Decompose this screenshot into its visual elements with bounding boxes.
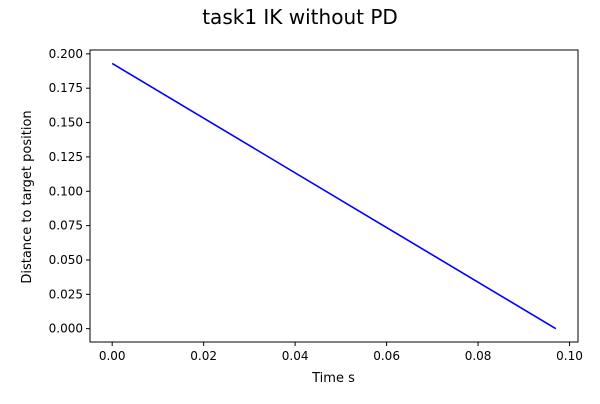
x-tick-label: 0.02 bbox=[190, 349, 217, 363]
y-tick-label: 0.075 bbox=[49, 219, 83, 233]
y-axis-label: Distance to target position bbox=[20, 110, 35, 283]
x-tick-label: 0.06 bbox=[373, 349, 400, 363]
y-tick-label: 0.175 bbox=[49, 81, 83, 95]
x-axis-label: Time s bbox=[311, 371, 355, 386]
series-layer bbox=[111, 62, 557, 330]
y-tick-label: 0.200 bbox=[49, 47, 83, 61]
x-tick-label: 0.08 bbox=[465, 349, 492, 363]
x-tick-label: 0.00 bbox=[99, 349, 126, 363]
y-tick-label: 0.100 bbox=[49, 184, 83, 198]
x-axis: 0.00 0.02 0.04 0.06 0.08 0.10 bbox=[99, 342, 583, 363]
x-tick-label: 0.10 bbox=[556, 349, 583, 363]
x-tick-label: 0.04 bbox=[282, 349, 309, 363]
series-line-0 bbox=[111, 62, 557, 330]
y-tick-label: 0.150 bbox=[49, 116, 83, 130]
y-tick-label: 0.050 bbox=[49, 253, 83, 267]
plot-frame bbox=[89, 49, 579, 343]
y-axis: 0.000 0.025 0.050 0.075 0.100 0.125 0.150 0.175… bbox=[49, 47, 90, 336]
chart-title: task1 IK without PD bbox=[202, 5, 398, 29]
y-tick-label: 0.025 bbox=[49, 287, 83, 301]
y-tick-label: 0.125 bbox=[49, 150, 83, 164]
plot-area bbox=[89, 49, 579, 343]
y-tick-label: 0.000 bbox=[49, 322, 83, 336]
